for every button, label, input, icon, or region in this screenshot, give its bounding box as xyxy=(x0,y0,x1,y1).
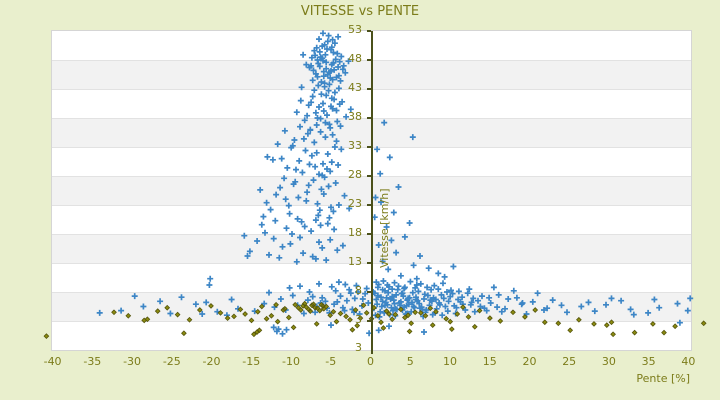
y-tick-label: 48 xyxy=(348,52,362,65)
y-tick xyxy=(367,146,371,148)
y-tick xyxy=(367,262,371,264)
y-tick xyxy=(367,175,371,177)
y-axis-bottom-label: 3 xyxy=(355,341,362,354)
y-tick xyxy=(367,59,371,61)
x-tick-label: 35 xyxy=(641,355,656,368)
x-tick-label: 30 xyxy=(601,355,616,368)
y-tick xyxy=(367,88,371,90)
y-tick-label: 53 xyxy=(348,23,362,36)
y-tick xyxy=(367,117,371,119)
x-tick-label: -35 xyxy=(83,355,102,368)
y-tick-label: 23 xyxy=(348,197,362,210)
x-tick-label: -40 xyxy=(43,355,62,368)
x-tick-label: 5 xyxy=(406,355,414,368)
x-tick-label: 0 xyxy=(367,355,374,368)
x-tick-label: -20 xyxy=(202,355,221,368)
x-tick-label: 15 xyxy=(482,355,497,368)
y-tick-label: 43 xyxy=(348,81,362,94)
plot-area: Vitesse [km/h] xyxy=(43,30,707,354)
y-tick-label: 28 xyxy=(348,168,362,181)
y-tick-label: 18 xyxy=(348,226,362,239)
y-tick xyxy=(367,233,371,235)
y-tick xyxy=(367,320,371,322)
series-vitesse-points xyxy=(96,30,694,337)
y-axis-line xyxy=(371,31,373,354)
x-tick-label: -15 xyxy=(242,355,261,368)
y-tick xyxy=(367,204,371,206)
series-pente-points xyxy=(43,300,707,339)
y-tick-label: 3 xyxy=(355,313,362,326)
y-tick-label: 33 xyxy=(348,139,362,152)
x-tick-label: 10 xyxy=(442,355,457,368)
scatter-points-layer xyxy=(43,30,707,339)
y-tick xyxy=(367,30,371,32)
x-tick-label: 20 xyxy=(522,355,537,368)
y-tick-label: 8 xyxy=(355,284,362,297)
y-axis-title: Vitesse [km/h] xyxy=(378,188,391,268)
y-tick xyxy=(367,291,371,293)
x-tick-label: -5 xyxy=(325,355,337,368)
x-axis-title: Pente [%] xyxy=(636,372,690,385)
y-tick-label: 13 xyxy=(348,255,362,268)
y-tick-label: 38 xyxy=(348,110,362,123)
chart-title: VITESSE vs PENTE xyxy=(300,4,420,19)
x-tick-label: 25 xyxy=(562,355,577,368)
x-tick-label: -10 xyxy=(282,355,300,368)
x-tick-label: 40 xyxy=(681,355,696,368)
x-tick-label: -25 xyxy=(162,355,181,368)
x-tick-label: -30 xyxy=(123,355,142,368)
